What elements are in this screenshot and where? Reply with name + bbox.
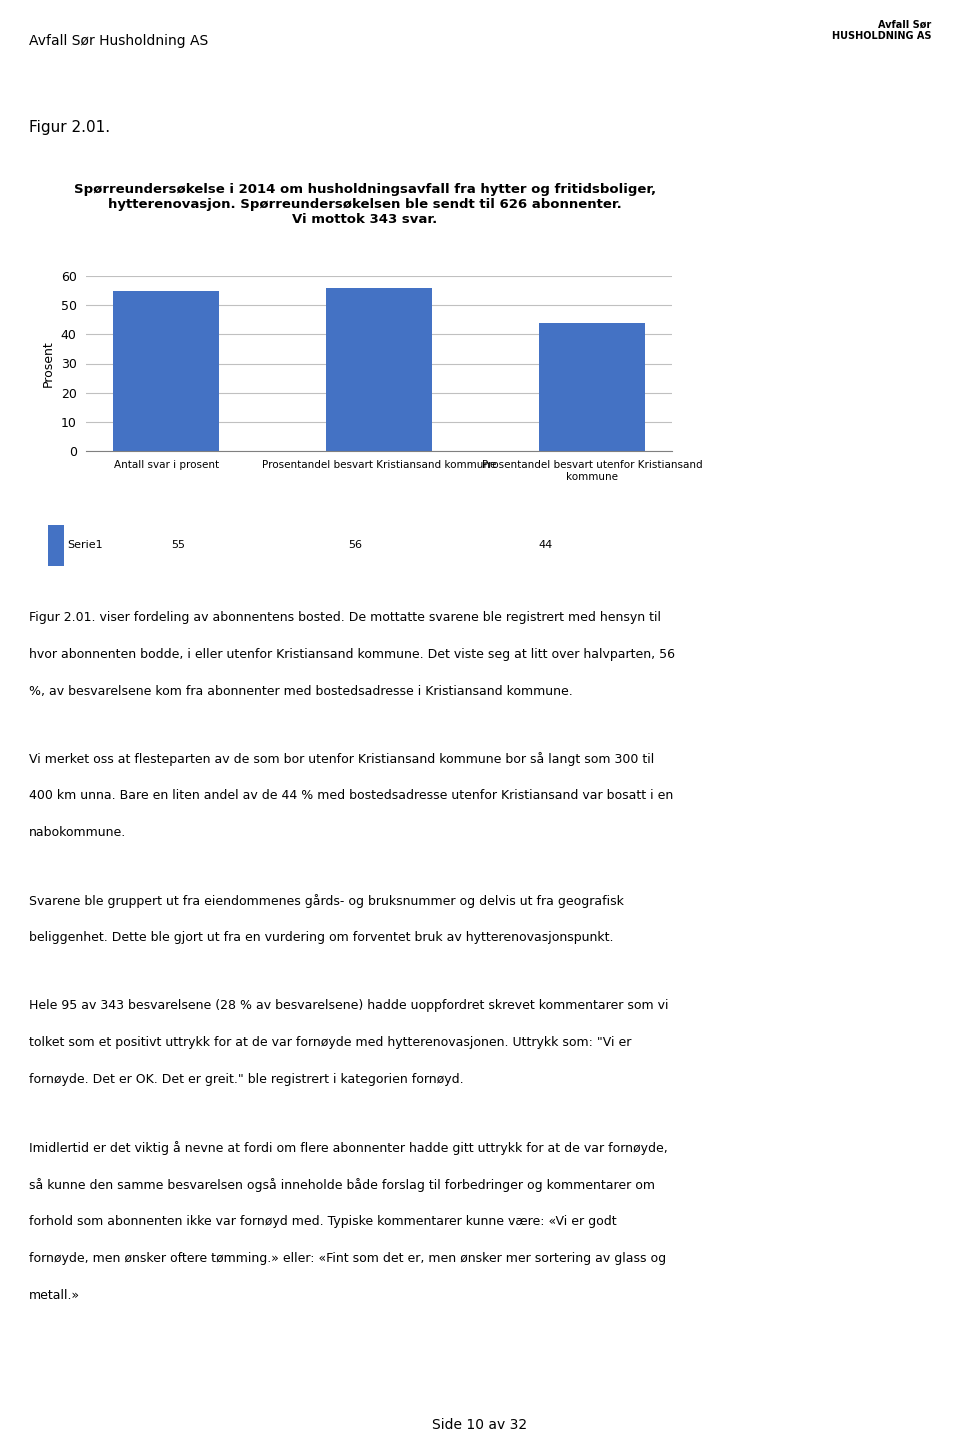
Text: så kunne den samme besvarelsen også inneholde både forslag til forbedringer og k: så kunne den samme besvarelsen også inne… [29,1178,655,1192]
Text: Svarene ble gruppert ut fra eiendommenes gårds- og bruksnummer og delvis ut fra : Svarene ble gruppert ut fra eiendommenes… [29,894,624,909]
Text: Hele 95 av 343 besvarelsene (28 % av besvarelsene) hadde uoppfordret skrevet kom: Hele 95 av 343 besvarelsene (28 % av bes… [29,999,668,1012]
Text: beliggenhet. Dette ble gjort ut fra en vurdering om forventet bruk av hytterenov: beliggenhet. Dette ble gjort ut fra en v… [29,931,613,944]
Text: Figur 2.01.: Figur 2.01. [29,119,110,135]
Text: nabokommune.: nabokommune. [29,826,126,839]
Text: fornøyde, men ønsker oftere tømming.» eller: «Fint som det er, men ønsker mer so: fornøyde, men ønsker oftere tømming.» el… [29,1252,666,1265]
Bar [539,323,645,451]
Bar [326,288,432,451]
Text: Avfall Sør
HUSHOLDNING AS: Avfall Sør HUSHOLDNING AS [831,20,931,41]
Text: forhold som abonnenten ikke var fornøyd med. Typiske kommentarer kunne være: «Vi: forhold som abonnenten ikke var fornøyd … [29,1216,616,1227]
Y-axis label: Prosent: Prosent [42,340,55,387]
Text: 55: 55 [171,541,184,550]
Text: Side 10 av 32: Side 10 av 32 [432,1418,528,1432]
Text: 44: 44 [539,541,552,550]
Text: Vi merket oss at flesteparten av de som bor utenfor Kristiansand kommune bor så : Vi merket oss at flesteparten av de som … [29,753,654,766]
Text: Avfall Sør Husholdning AS: Avfall Sør Husholdning AS [29,33,208,48]
Text: Figur 2.01. viser fordeling av abonnentens bosted. De mottatte svarene ble regis: Figur 2.01. viser fordeling av abonnente… [29,611,660,624]
Text: 56: 56 [348,541,362,550]
Text: tolket som et positivt uttrykk for at de var fornøyde med hytterenovasjonen. Utt: tolket som et positivt uttrykk for at de… [29,1037,631,1050]
FancyBboxPatch shape [48,525,63,566]
Text: metall.»: metall.» [29,1288,80,1301]
Text: Imidlertid er det viktig å nevne at fordi om flere abonnenter hadde gitt uttrykk: Imidlertid er det viktig å nevne at ford… [29,1141,667,1154]
Text: fornøyde. Det er OK. Det er greit." ble registrert i kategorien fornøyd.: fornøyde. Det er OK. Det er greit." ble … [29,1073,464,1086]
Text: Spørreundersøkelse i 2014 om husholdningsavfall fra hytter og fritidsboliger,
hy: Spørreundersøkelse i 2014 om husholdning… [74,183,656,225]
Text: Serie1: Serie1 [67,541,103,550]
Text: 400 km unna. Bare en liten andel av de 44 % med bostedsadresse utenfor Kristians: 400 km unna. Bare en liten andel av de 4… [29,790,673,803]
Bar [113,291,220,451]
Text: hvor abonnenten bodde, i eller utenfor Kristiansand kommune. Det viste seg at li: hvor abonnenten bodde, i eller utenfor K… [29,647,675,660]
Text: %, av besvarelsene kom fra abonnenter med bostedsadresse i Kristiansand kommune.: %, av besvarelsene kom fra abonnenter me… [29,685,572,698]
